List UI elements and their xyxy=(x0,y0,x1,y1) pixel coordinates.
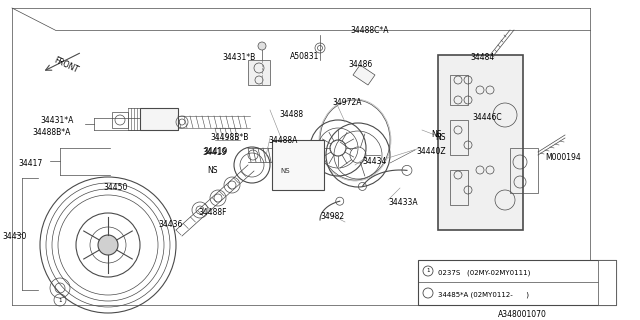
Text: 34419: 34419 xyxy=(202,148,227,157)
Bar xyxy=(450,120,468,155)
Text: 1: 1 xyxy=(58,298,61,302)
Text: NS: NS xyxy=(435,133,445,142)
Bar xyxy=(598,260,616,305)
Text: 34440Z: 34440Z xyxy=(416,147,445,156)
Text: FRONT: FRONT xyxy=(52,56,79,75)
Text: 34450: 34450 xyxy=(103,183,127,192)
Text: 34436: 34436 xyxy=(158,220,182,229)
Circle shape xyxy=(258,42,266,50)
Text: NS: NS xyxy=(280,168,290,174)
Polygon shape xyxy=(353,65,375,85)
Bar xyxy=(140,108,178,130)
Text: 34972A: 34972A xyxy=(332,98,362,107)
Text: 34434: 34434 xyxy=(362,157,387,166)
Text: 34446C: 34446C xyxy=(472,113,502,122)
Bar xyxy=(272,140,324,190)
Text: NS: NS xyxy=(207,166,218,175)
Bar xyxy=(450,170,468,205)
Bar xyxy=(450,75,468,105)
Text: 34982: 34982 xyxy=(320,212,344,221)
Bar xyxy=(510,148,538,193)
Text: 1: 1 xyxy=(426,268,429,274)
Text: 34488B*A: 34488B*A xyxy=(32,128,70,137)
Text: A50831: A50831 xyxy=(290,52,319,61)
Text: 34486: 34486 xyxy=(348,60,372,69)
Text: 34419: 34419 xyxy=(203,147,227,156)
Text: 34498B*B: 34498B*B xyxy=(210,133,248,142)
Text: 34433A: 34433A xyxy=(388,198,418,207)
Text: 34488F: 34488F xyxy=(198,208,227,217)
Text: 34484: 34484 xyxy=(470,53,494,62)
Text: 34431*B: 34431*B xyxy=(222,53,255,62)
Bar xyxy=(112,112,128,128)
Text: A348001070: A348001070 xyxy=(498,310,547,319)
Text: 34488C*A: 34488C*A xyxy=(350,26,388,35)
Text: NS: NS xyxy=(431,130,442,139)
Text: 34488A: 34488A xyxy=(268,136,298,145)
Bar xyxy=(438,55,523,230)
Circle shape xyxy=(98,235,118,255)
Text: 0237S   (02MY-02MY0111): 0237S (02MY-02MY0111) xyxy=(438,269,531,276)
Text: M000194: M000194 xyxy=(545,153,580,162)
Text: 34485*A (02MY0112-      ): 34485*A (02MY0112- ) xyxy=(438,291,529,298)
Text: 34430: 34430 xyxy=(2,232,26,241)
Text: 34488: 34488 xyxy=(279,110,303,119)
Bar xyxy=(418,260,616,305)
Bar xyxy=(248,60,270,85)
Text: 34431*A: 34431*A xyxy=(40,116,74,125)
Text: 34417: 34417 xyxy=(18,159,42,168)
